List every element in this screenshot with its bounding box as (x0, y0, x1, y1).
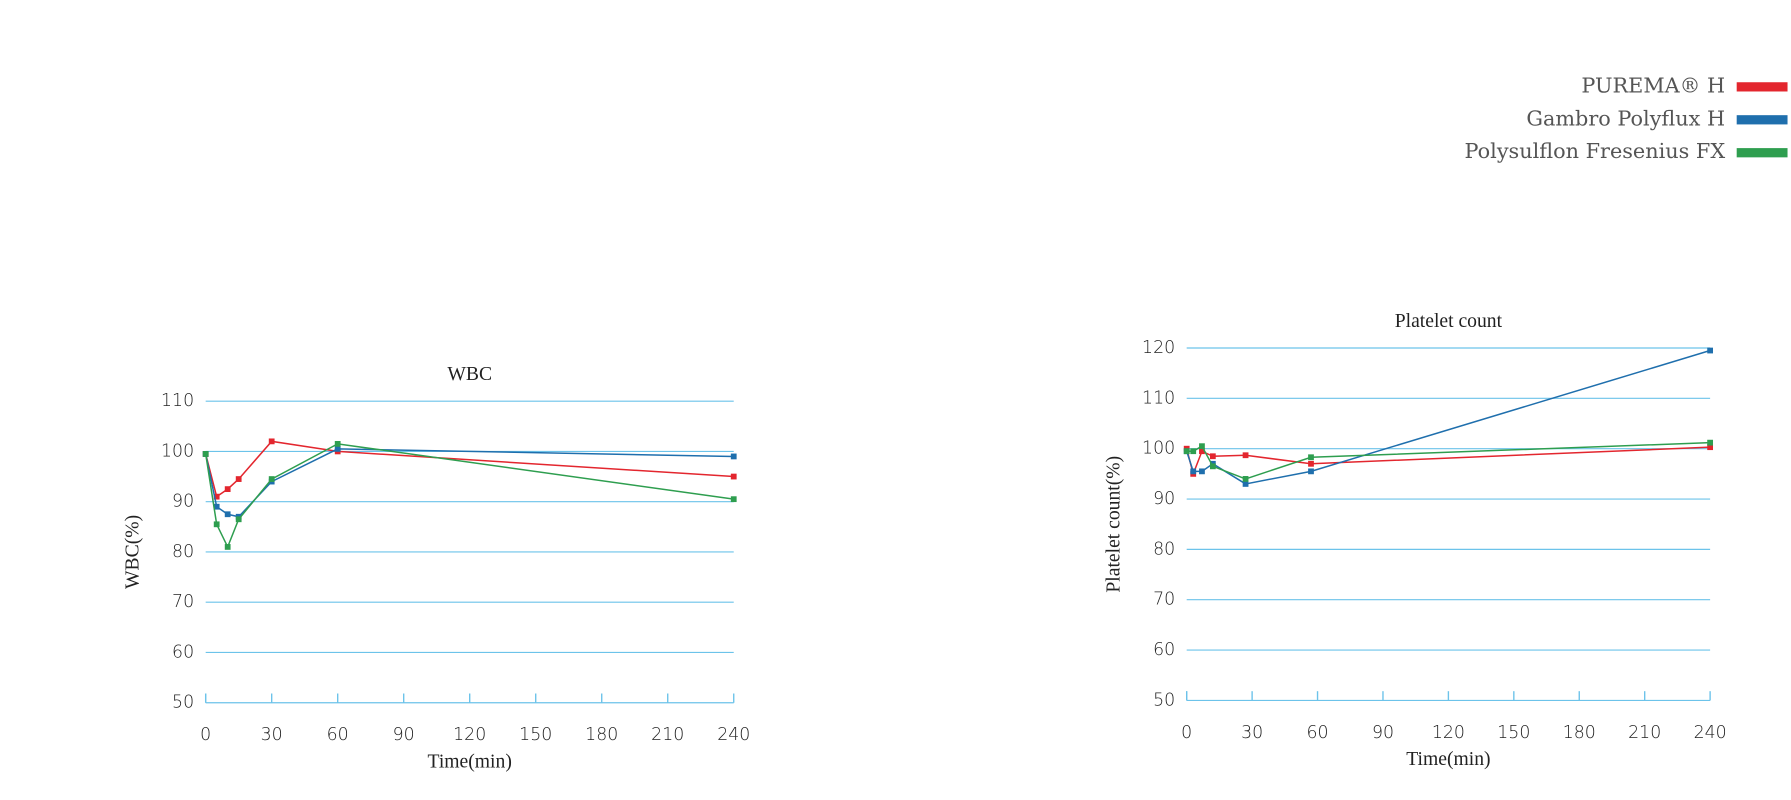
y-tick-label: 70 (172, 592, 194, 612)
point (268, 438, 275, 445)
point (1707, 444, 1714, 451)
point (1199, 468, 1205, 475)
x-tick-label: 120 (453, 725, 486, 745)
y-tick-label: 80 (172, 542, 194, 562)
x-tick-label: 60 (1307, 723, 1329, 743)
x-tick-label: 90 (1372, 723, 1394, 743)
legend-swatch (1736, 82, 1788, 92)
y-tick-label: 110 (1142, 388, 1175, 408)
legend-swatch (1736, 115, 1788, 125)
y-tick-label: 80 (1153, 539, 1175, 559)
point (1242, 452, 1249, 459)
point (1199, 443, 1205, 450)
x-tick-label: 240 (717, 725, 750, 745)
y-tick-label: 50 (1153, 690, 1175, 710)
y-tick-label: 100 (1142, 439, 1175, 459)
point (1190, 468, 1197, 475)
point (213, 503, 220, 510)
x-tick-label: 240 (1694, 723, 1727, 743)
y-tick-label: 100 (161, 441, 194, 461)
x-tick-label: 210 (651, 725, 684, 745)
point (1209, 463, 1216, 470)
y-tick-label: 90 (172, 492, 194, 512)
x-tick-label: 90 (393, 725, 415, 745)
point (1199, 448, 1205, 455)
point (1707, 439, 1714, 446)
x-tick-label: 30 (1241, 723, 1263, 743)
series-line (1185, 349, 1711, 485)
x-tick-label: 210 (1628, 723, 1661, 743)
point (1707, 347, 1714, 354)
legend-label: Polysulflon Fresenius FX (1465, 139, 1726, 163)
point (224, 486, 231, 493)
y-tick-label: 70 (1153, 590, 1175, 610)
point (730, 473, 737, 480)
point (268, 476, 275, 482)
point (224, 511, 231, 518)
point (334, 446, 341, 452)
point (213, 521, 220, 528)
x-axis-label: Time(min) (428, 750, 512, 772)
point (334, 440, 341, 447)
point (1308, 468, 1314, 475)
point (224, 544, 231, 550)
y-tick-label: 110 (161, 391, 194, 411)
chart-title: Platelet count (1395, 310, 1503, 332)
point (1308, 460, 1314, 467)
y-tick-label: 60 (1153, 640, 1175, 660)
y-tick-label: 50 (172, 693, 194, 713)
point (202, 451, 209, 457)
legend-label: Gambro Polyflux H (1526, 106, 1725, 130)
point (730, 453, 737, 460)
point (730, 496, 737, 503)
series-line (1185, 446, 1711, 477)
legend-label: PUREMA® H (1581, 73, 1725, 97)
x-tick-label: 0 (200, 725, 211, 745)
x-tick-label: 150 (1497, 723, 1530, 743)
point (1190, 448, 1197, 455)
x-tick-label: 150 (519, 725, 552, 745)
chart-title: WBC (447, 363, 492, 385)
point (1242, 476, 1249, 482)
series-line (1186, 441, 1711, 480)
point (235, 476, 242, 482)
x-tick-label: 0 (1181, 723, 1192, 743)
y-tick-label: 60 (172, 642, 194, 662)
legend-swatch (1736, 148, 1788, 158)
y-axis-label: WBC(%) (122, 515, 144, 589)
y-tick-label: 90 (1153, 489, 1175, 509)
x-tick-label: 120 (1432, 723, 1465, 743)
x-tick-label: 180 (1563, 723, 1596, 743)
x-tick-label: 60 (327, 725, 349, 745)
x-axis-label: Time(min) (1406, 748, 1490, 770)
y-axis-label: Platelet count(%) (1103, 456, 1125, 593)
point (213, 493, 220, 500)
x-tick-label: 30 (261, 725, 283, 745)
point (1209, 453, 1216, 460)
x-tick-label: 180 (585, 725, 618, 745)
point (1242, 481, 1249, 487)
point (235, 516, 242, 523)
y-tick-label: 120 (1142, 338, 1175, 358)
point (1308, 454, 1314, 461)
point (1183, 448, 1190, 455)
